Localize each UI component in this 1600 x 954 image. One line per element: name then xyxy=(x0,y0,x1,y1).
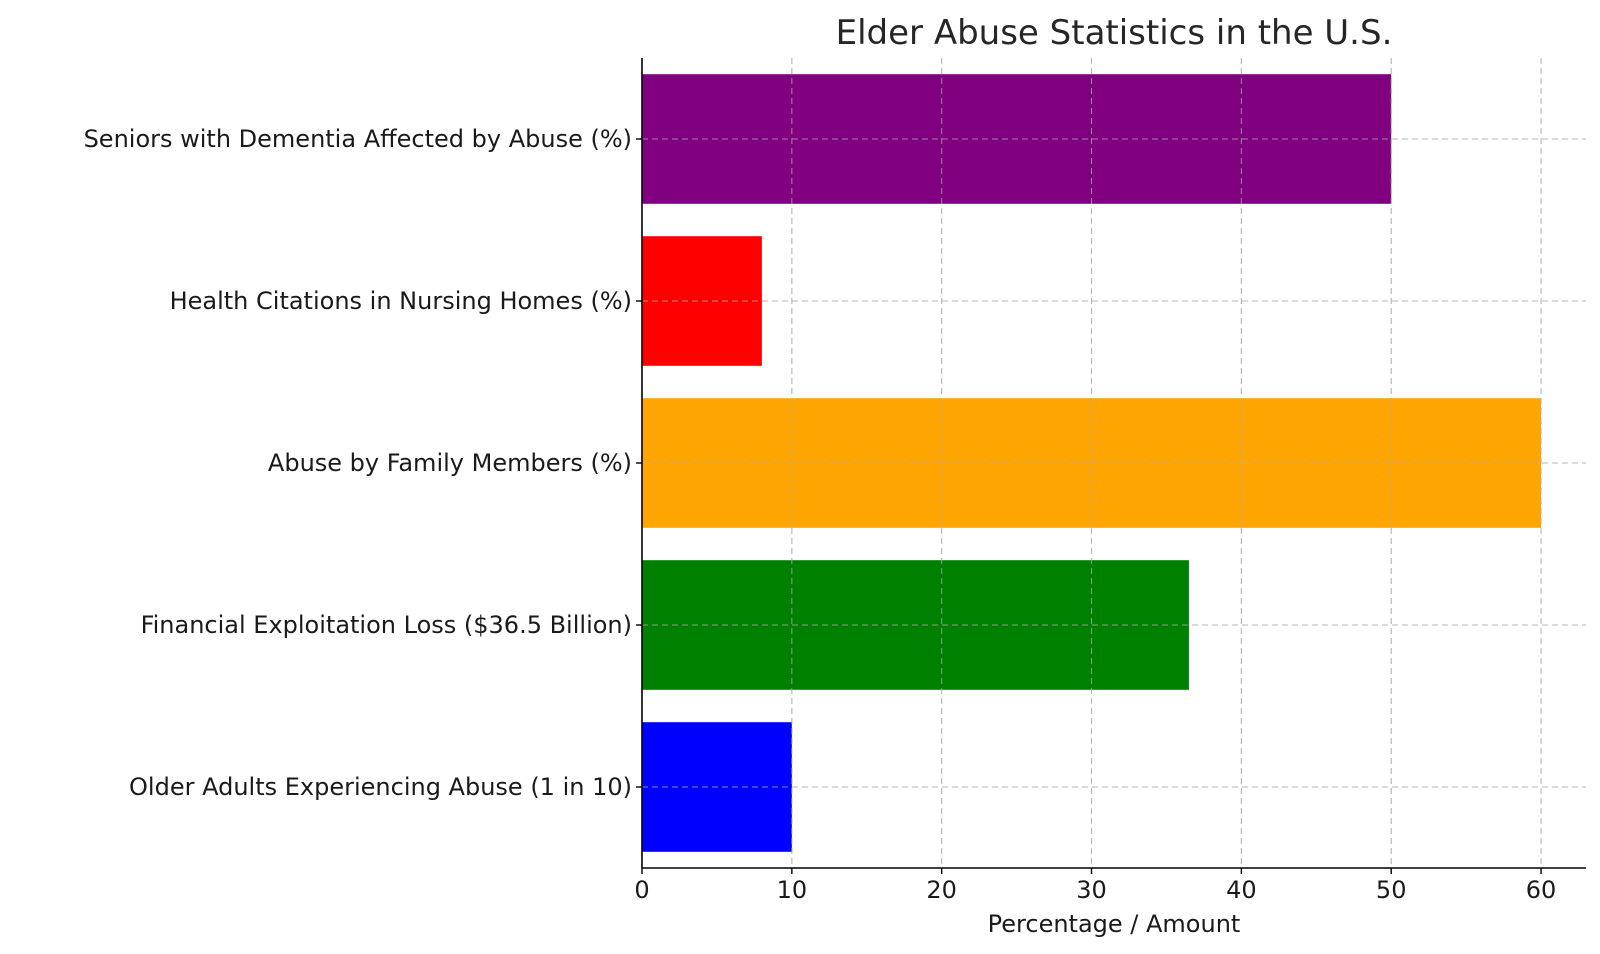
bar-health-citations-in-nursing-homes xyxy=(642,236,762,366)
y-tick-label-older-adults-experiencing-abuse-1-in-10: Older Adults Experiencing Abuse (1 in 10… xyxy=(129,773,632,801)
y-tick-label-health-citations-in-nursing-homes: Health Citations in Nursing Homes (%) xyxy=(170,287,632,315)
axes-layer xyxy=(636,58,1586,874)
y-tick-label-financial-exploitation-loss-36-5-billion: Financial Exploitation Loss ($36.5 Billi… xyxy=(141,611,632,639)
x-tick-label-60: 60 xyxy=(1526,876,1557,904)
x-tick-label-50: 50 xyxy=(1376,876,1407,904)
y-tick-label-abuse-by-family-members: Abuse by Family Members (%) xyxy=(268,449,632,477)
x-tick-label-0: 0 xyxy=(634,876,649,904)
y-tick-label-seniors-with-dementia-affected-by-abuse: Seniors with Dementia Affected by Abuse … xyxy=(84,125,632,153)
x-axis-title: Percentage / Amount xyxy=(988,910,1241,938)
y-tick-labels: Older Adults Experiencing Abuse (1 in 10… xyxy=(84,125,632,801)
bars-layer xyxy=(641,58,1586,868)
chart-title: Elder Abuse Statistics in the U.S. xyxy=(836,13,1393,53)
x-tick-label-30: 30 xyxy=(1076,876,1107,904)
x-tick-label-20: 20 xyxy=(926,876,957,904)
x-tick-labels: 0 10 20 30 40 50 60 xyxy=(634,876,1556,904)
x-tick-label-40: 40 xyxy=(1226,876,1257,904)
x-tick-label-10: 10 xyxy=(777,876,808,904)
